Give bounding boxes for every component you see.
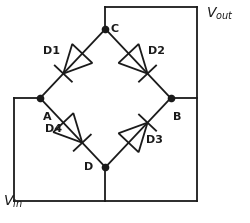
Text: D4: D4 [45,124,62,134]
Text: C: C [110,24,118,34]
Text: D3: D3 [145,136,162,145]
Text: $V_{out}$: $V_{out}$ [205,6,233,22]
Text: D2: D2 [148,46,164,56]
Text: A: A [42,112,51,122]
Text: D1: D1 [43,46,60,56]
Text: B: B [172,112,181,122]
Text: $V_{in}$: $V_{in}$ [2,193,22,210]
Text: D: D [83,162,92,172]
